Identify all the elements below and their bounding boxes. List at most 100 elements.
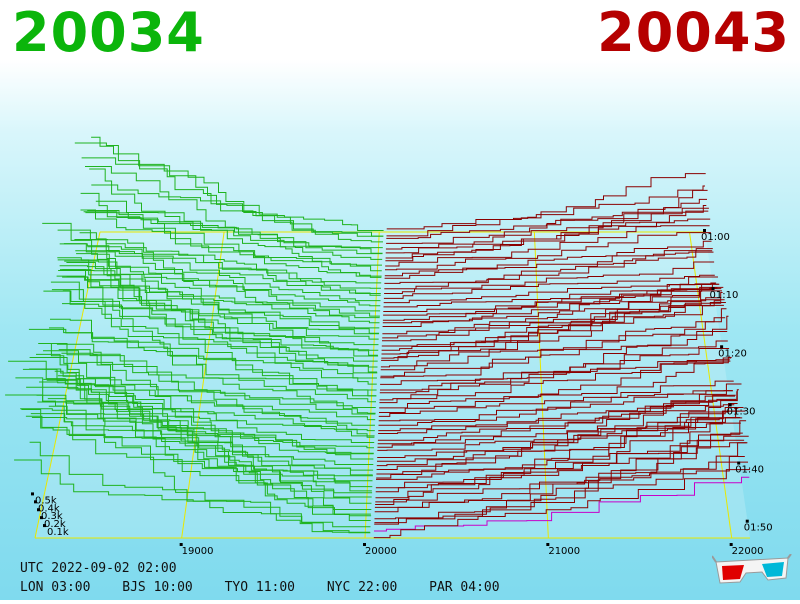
ask-depth-line-36	[380, 308, 727, 377]
tz-tyo: TYO 11:00	[224, 580, 296, 595]
ask-depth-line-1	[374, 476, 750, 532]
ask-depth-line-57	[384, 248, 713, 284]
ask-depth-line-21	[377, 398, 737, 445]
bid-depth-line-9	[43, 378, 372, 492]
bid-depth-line-13	[22, 368, 373, 476]
ask-depth-line-46	[382, 300, 720, 335]
bid-depth-line-37	[42, 222, 378, 374]
ask-depth-line-29	[379, 357, 732, 409]
ask-depth-line-41	[381, 286, 724, 355]
ask-depth-line-60	[385, 232, 711, 271]
volume-label-0: 0.1k	[47, 527, 69, 538]
bid-depth-line-62	[85, 166, 383, 260]
ask-depth-line-30	[379, 360, 731, 404]
volume-tick-mark-2	[37, 508, 40, 512]
bid-depth-line-39	[51, 289, 378, 362]
bid-depth-line-56	[57, 229, 381, 289]
ask-depth-line-67	[386, 205, 707, 239]
ask-depth-line-7	[375, 410, 746, 505]
bid-depth-line-8	[41, 343, 372, 498]
ask-depth-line-31	[379, 359, 730, 401]
bid-depth-line-31	[28, 328, 377, 397]
time-label-5: 01:50	[744, 523, 773, 534]
ask-depth-line-25	[378, 380, 734, 426]
time-label-0: 01:00	[701, 232, 730, 243]
volume-tick-mark-4	[31, 492, 34, 496]
ask-depth-line-32	[379, 348, 730, 394]
bid-depth-line-64	[80, 192, 383, 254]
bid-depth-line-33	[50, 318, 377, 391]
bid-depth-line-28	[58, 349, 376, 414]
bid-depth-line-7	[20, 408, 372, 504]
grid-line-price-2	[533, 231, 549, 539]
bid-depth-line-66	[74, 142, 383, 243]
time-label-2: 01:20	[718, 348, 747, 359]
bid-depth-line-60	[85, 212, 382, 272]
bid-depth-line-68	[81, 157, 384, 237]
ask-depth-line-68	[386, 173, 706, 237]
time-tick-mark-4	[737, 461, 741, 465]
ask-depth-line-47	[382, 283, 720, 327]
ask-depth-line-66	[386, 198, 707, 244]
bid-depth-line-25	[57, 375, 375, 426]
ask-depth-line-22	[377, 394, 736, 441]
ask-depth-line-10	[375, 407, 744, 493]
ask-depth-line-0	[373, 469, 750, 539]
ask-depth-line-2	[374, 435, 749, 525]
bid-depth-line-11	[8, 360, 373, 488]
3d-glasses-icon[interactable]	[711, 553, 792, 592]
bid-depth-line-4	[21, 409, 371, 515]
price-tick-mark-3	[729, 543, 733, 546]
ask-depth-line-49	[382, 276, 718, 321]
bid-price: 20034	[12, 1, 205, 64]
bid-depth-line-55	[79, 232, 381, 294]
bid-depth-line-54	[63, 243, 381, 296]
ask-depth-line-42	[381, 292, 723, 351]
price-tick-mark-2	[546, 543, 550, 546]
ask-depth-line-9	[375, 439, 745, 499]
bid-depth-line-36	[57, 257, 378, 373]
tz-bjs: BJS 10:00	[122, 580, 193, 595]
time-label-1: 01:10	[710, 290, 739, 301]
bid-depth-line-16	[31, 417, 374, 465]
ask-depth-line-53	[383, 283, 716, 304]
bid-depth-line-40	[62, 269, 378, 356]
ask-depth-line-15	[376, 417, 741, 470]
ask-depth-line-20	[377, 391, 738, 448]
tz-par: PAR 04:00	[429, 580, 500, 595]
ask-depth-line-59	[384, 240, 712, 277]
bid-depth-line-57	[87, 246, 382, 284]
ask-depth-line-65	[385, 189, 708, 250]
volume-tick-mark-1	[40, 516, 43, 520]
price-tick-mark-1	[363, 543, 366, 546]
bid-depth-line-23	[36, 353, 375, 437]
ask-depth-line-54	[383, 274, 715, 299]
volume-tick-mark-3	[34, 500, 37, 504]
ask-depth-line-14	[376, 422, 741, 475]
bid-depth-line-30	[49, 327, 376, 403]
time-tick-mark-0	[703, 229, 706, 232]
ask-depth-line-11	[375, 432, 743, 489]
ask-depth-line-8	[375, 456, 745, 503]
bid-depth-line-63	[89, 168, 383, 255]
bid-depth-line-59	[87, 210, 382, 277]
bid-depth-line-0	[14, 459, 371, 533]
price-tick-label-2: 21000	[548, 546, 580, 557]
bid-depth-line-67	[91, 136, 384, 237]
bid-depth-line-10	[38, 343, 373, 494]
grid-line-price-0	[181, 231, 225, 539]
bid-depth-line-35	[43, 290, 377, 379]
bid-depth-line-53	[59, 243, 381, 302]
volume-label-3: 0.4k	[38, 503, 60, 514]
ask-depth-line-13	[376, 383, 742, 479]
ask-depth-line-4	[374, 442, 748, 520]
ask-depth-line-28	[379, 356, 732, 413]
ask-depth-line-37	[380, 302, 726, 371]
tz-lon: LON 03:00	[20, 580, 91, 595]
bid-depth-line-48	[76, 253, 380, 324]
ask-depth-line-12	[376, 417, 743, 480]
bid-depth-line-22	[46, 379, 375, 438]
bid-depth-line-69	[91, 184, 384, 231]
volume-label-4: 0.5k	[35, 495, 57, 506]
